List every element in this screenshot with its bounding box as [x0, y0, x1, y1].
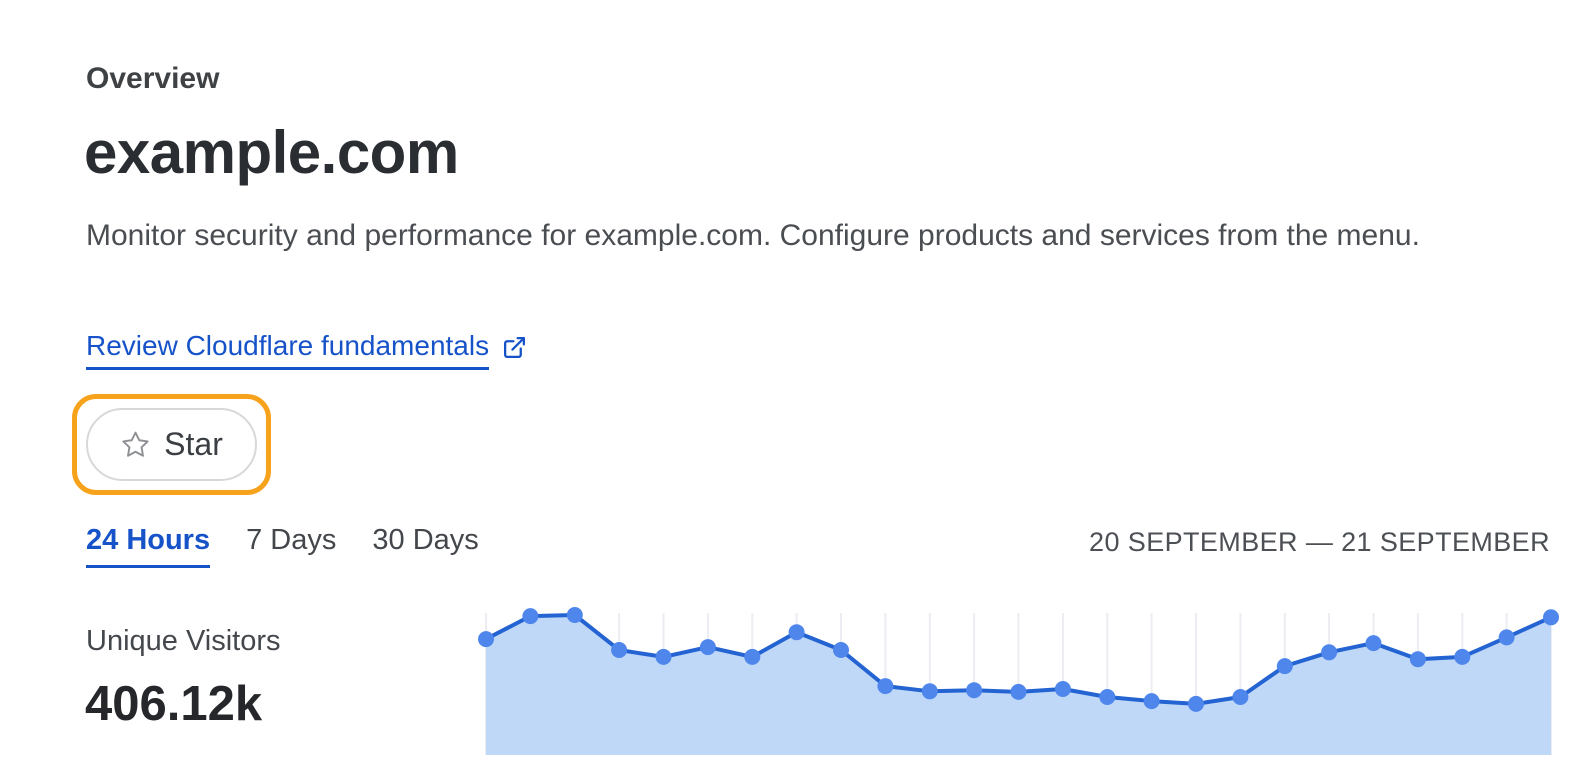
unique-visitors-chart-area [478, 595, 1559, 755]
unique-visitors-value: 406.12k [85, 677, 263, 731]
tab-7-days[interactable]: 7 Days [246, 524, 337, 556]
tab-30-days[interactable]: 30 Days [372, 524, 479, 556]
date-range-label: 20 SEPTEMBER — 21 SEPTEMBER [1089, 527, 1550, 557]
star-button-label: Star [164, 426, 223, 462]
review-fundamentals-link[interactable]: Review Cloudflare fundamentals [86, 330, 527, 370]
review-fundamentals-link-label: Review Cloudflare fundamentals [86, 330, 490, 370]
annotation-highlight: Star [72, 394, 271, 495]
unique-visitors-label: Unique Visitors [86, 625, 281, 657]
unique-visitors-chart [478, 607, 1559, 755]
star-button[interactable]: Star [86, 408, 257, 481]
external-link-icon [502, 335, 527, 360]
zone-description: Monitor security and performance for exa… [86, 219, 1420, 252]
section-label: Overview [86, 62, 220, 95]
time-range-tabs: 24 Hours 7 Days 30 Days [86, 524, 479, 568]
star-icon [120, 429, 151, 460]
zone-title: example.com [84, 119, 459, 186]
tab-24-hours[interactable]: 24 Hours [86, 524, 211, 568]
